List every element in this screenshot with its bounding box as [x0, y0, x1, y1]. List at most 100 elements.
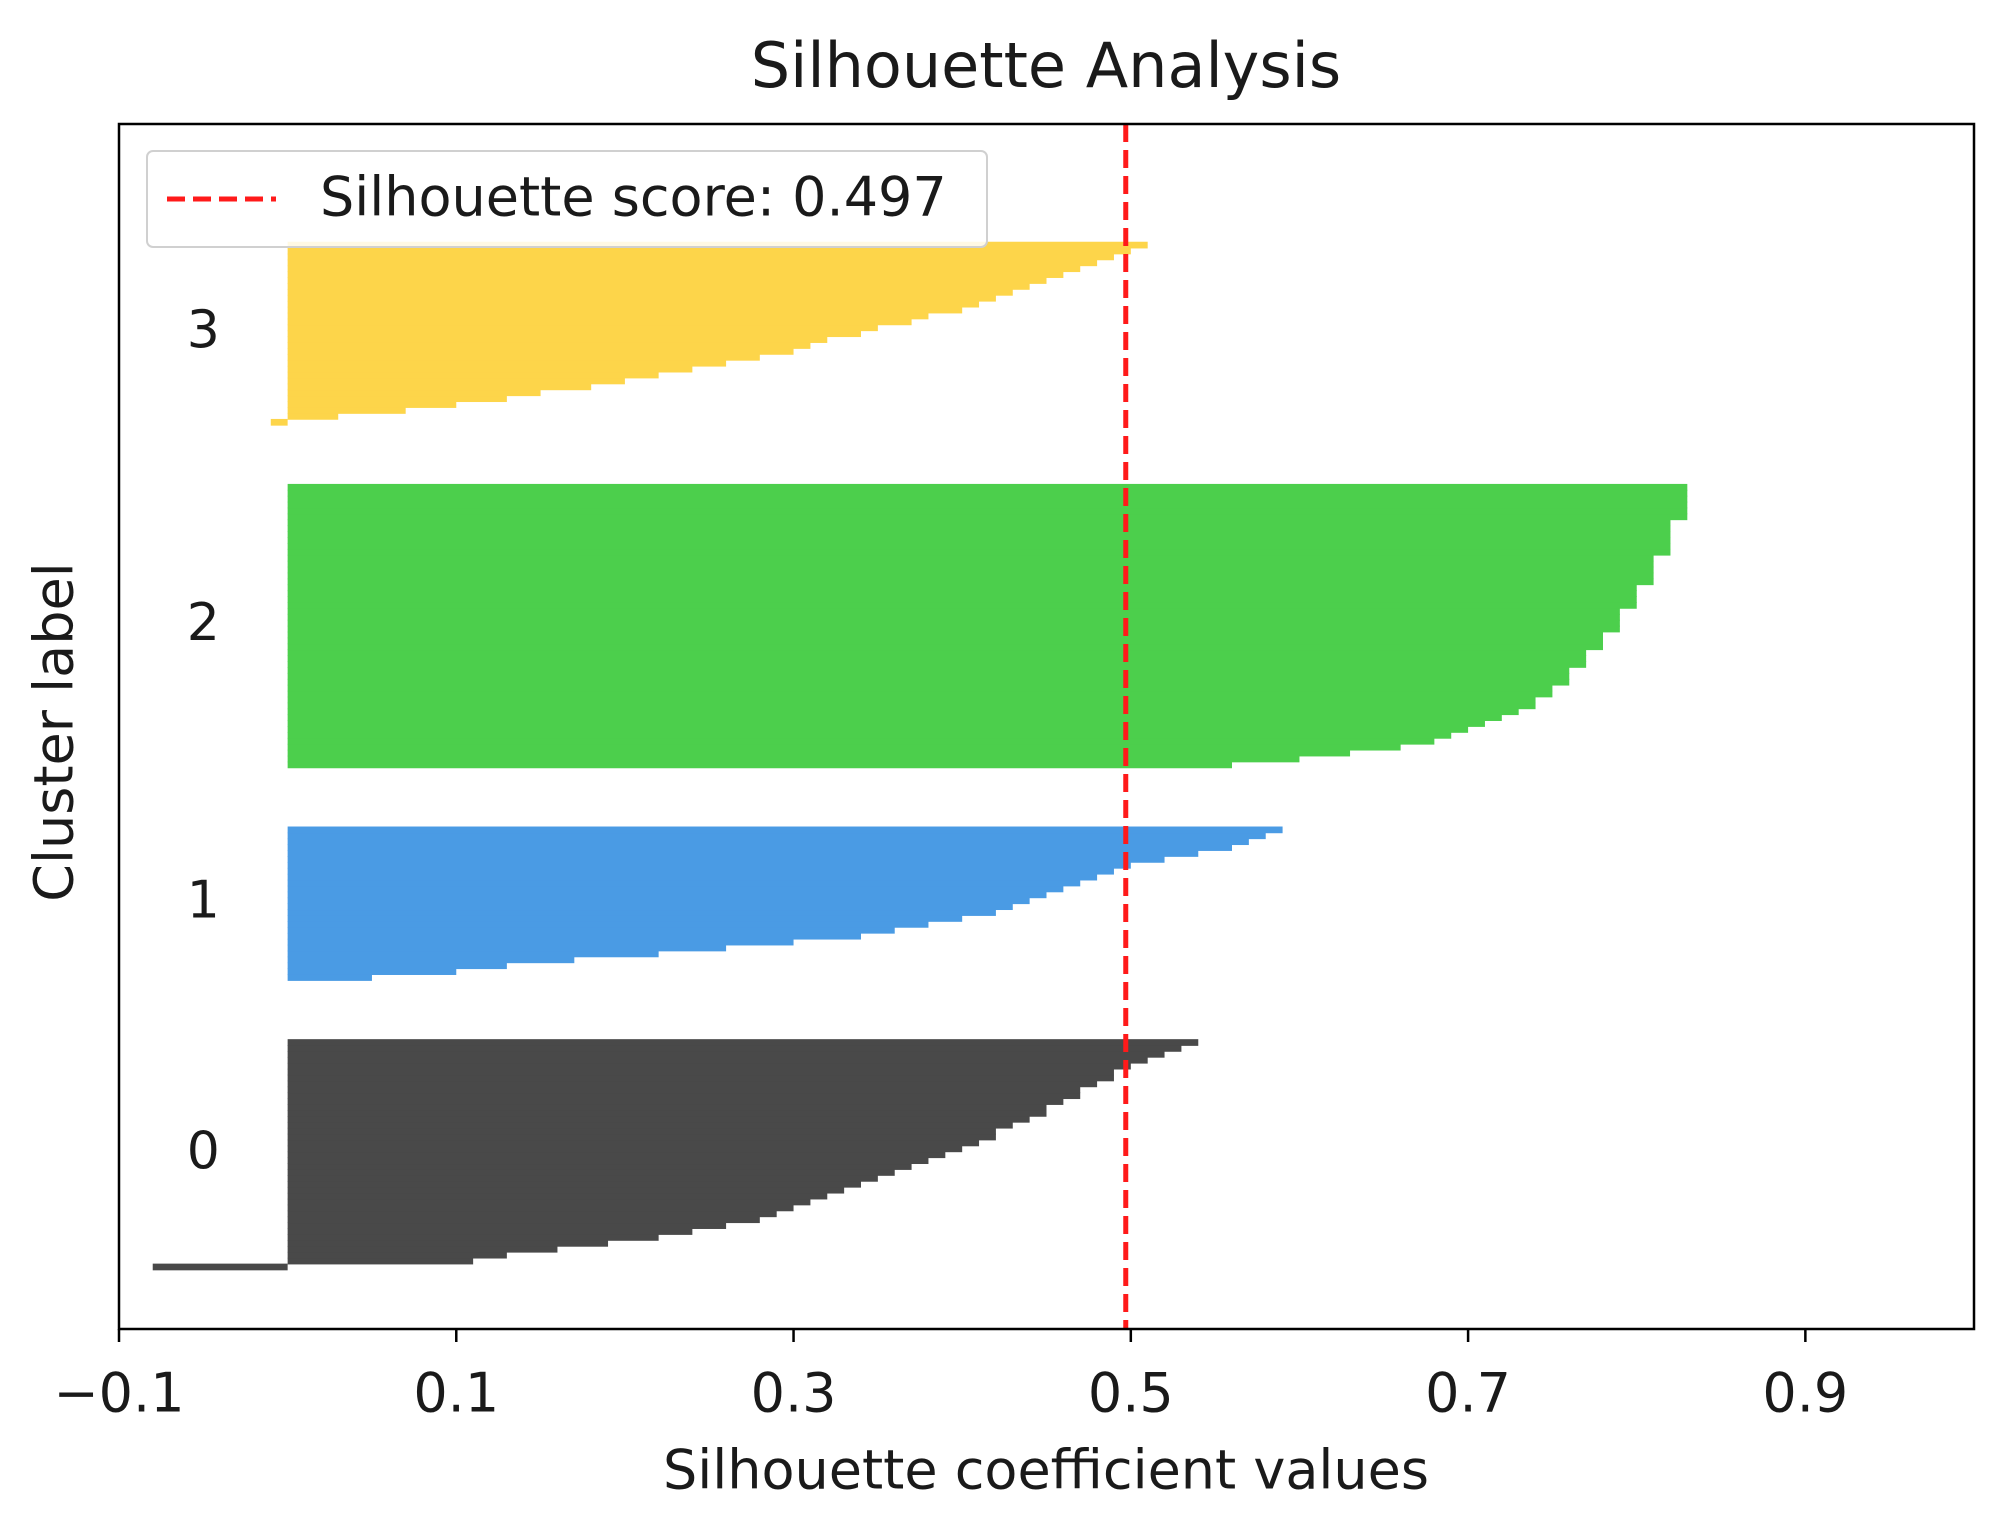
- x-tick-label: 0.5: [1088, 1362, 1174, 1425]
- silhouette-bar: [287, 1251, 507, 1259]
- silhouette-bar: [287, 903, 1013, 911]
- y-axis-label: Cluster label: [23, 562, 86, 901]
- silhouette-bar: [287, 395, 507, 403]
- silhouette-bar: [287, 330, 861, 338]
- silhouette-bar: [287, 619, 1620, 627]
- silhouette-bar: [287, 1127, 996, 1135]
- silhouette-bar: [287, 1098, 1064, 1105]
- silhouette-bar: [287, 407, 406, 414]
- silhouette-bar: [287, 672, 1570, 680]
- silhouette-bar: [287, 1068, 1114, 1076]
- silhouette-bar: [287, 1239, 609, 1247]
- silhouette-bar: [287, 1115, 1030, 1123]
- silhouette-bar: [287, 1175, 878, 1182]
- silhouette-bar: [287, 826, 1283, 834]
- silhouette-bar: [287, 861, 1131, 869]
- silhouette-bar: [270, 418, 288, 426]
- silhouette-bar: [287, 300, 980, 308]
- silhouette-bar: [287, 850, 1199, 857]
- silhouette-bar: [287, 708, 1519, 716]
- x-tick-label: 0.3: [751, 1362, 837, 1425]
- x-tick-label: 0.9: [1762, 1362, 1848, 1425]
- silhouette-bar: [287, 631, 1603, 639]
- silhouette-bar: [287, 714, 1502, 721]
- silhouette-bar: [287, 365, 693, 373]
- axes-frame: [117, 122, 1976, 1331]
- x-tick-label: −0.1: [53, 1362, 184, 1425]
- silhouette-bar: [287, 348, 794, 355]
- silhouette-bar: [287, 495, 1688, 503]
- silhouette-bar: [287, 737, 1435, 745]
- silhouette-bar: [287, 1216, 760, 1224]
- silhouette-bar: [287, 1151, 946, 1159]
- silhouette-bar: [287, 507, 1688, 515]
- silhouette-bar: [287, 1163, 912, 1170]
- silhouette-bar: [287, 1092, 1081, 1100]
- silhouette-bar: [287, 531, 1671, 538]
- silhouette-bar: [287, 873, 1098, 881]
- silhouette-bar: [287, 566, 1654, 574]
- silhouette-bar: [287, 749, 1351, 757]
- silhouette-bar: [287, 1139, 980, 1147]
- silhouette-bar: [287, 625, 1620, 633]
- silhouette-bar: [287, 950, 659, 958]
- silhouette-bar: [287, 909, 996, 916]
- silhouette-bar: [287, 1121, 1013, 1129]
- silhouette-bar: [287, 371, 659, 379]
- silhouette-bar: [287, 702, 1536, 710]
- silhouette-bar: [287, 1210, 777, 1218]
- x-tick-label: 0.1: [413, 1362, 499, 1425]
- silhouette-bar: [287, 613, 1620, 621]
- silhouette-bar: [287, 678, 1570, 686]
- silhouette-bar: [287, 926, 895, 934]
- silhouette-bar: [287, 944, 727, 952]
- legend-label: Silhouette score: 0.497: [320, 166, 947, 229]
- silhouette-bar: [287, 294, 996, 302]
- silhouette-bar: [287, 519, 1671, 527]
- silhouette-bar: [287, 525, 1671, 532]
- silhouette-bar: [287, 554, 1654, 562]
- silhouette-bar: [287, 690, 1553, 698]
- silhouette-bar: [287, 590, 1637, 597]
- silhouette-bar: [287, 513, 1688, 521]
- plot-area: 0 1 2 3 −0.1 0.1 0.3 0.5 0.7 0.9 Silhouette score:…: [53, 122, 1976, 1425]
- silhouette-bar: [287, 596, 1637, 603]
- silhouette-bar: [287, 720, 1485, 727]
- silhouette-bar: [287, 259, 1098, 267]
- silhouette-bar: [287, 1133, 996, 1141]
- silhouette-bar: [287, 956, 575, 964]
- silhouette-bar: [287, 832, 1266, 840]
- silhouette-bar: [287, 253, 1114, 261]
- silhouette-bar: [287, 537, 1671, 544]
- silhouette-bar: [287, 732, 1452, 739]
- silhouette-bar: [287, 306, 963, 314]
- silhouette-bar: [287, 968, 457, 975]
- legend-box: [146, 150, 988, 248]
- silhouette-bar: [287, 607, 1620, 615]
- silhouette-bar: [287, 1062, 1131, 1070]
- silhouette-bar: [287, 643, 1603, 651]
- silhouette-bar: [287, 288, 1013, 296]
- silhouette-bar: [287, 1245, 558, 1253]
- silhouette-bar: [287, 932, 861, 940]
- silhouette-bar: [287, 726, 1469, 733]
- silhouette-bar: [152, 1263, 288, 1271]
- silhouette-bar: [287, 661, 1587, 668]
- silhouette-bar: [287, 1086, 1081, 1094]
- silhouette-bar: [287, 885, 1064, 893]
- silhouette-bar: [287, 1257, 474, 1265]
- silhouette-bar: [287, 921, 929, 928]
- cluster-label: 1: [187, 871, 220, 931]
- silhouette-bar: [287, 560, 1654, 568]
- silhouette-bar: [287, 1192, 828, 1200]
- silhouette-bar: [287, 1045, 1182, 1052]
- silhouette-bar: [287, 247, 1131, 255]
- silhouette-bar: [287, 548, 1671, 556]
- silhouette-bar: [287, 1145, 963, 1153]
- silhouette-bar: [287, 1222, 727, 1229]
- silhouette-bar: [287, 649, 1587, 657]
- silhouette-bar: [287, 283, 1030, 290]
- silhouette-bar: [287, 1204, 794, 1212]
